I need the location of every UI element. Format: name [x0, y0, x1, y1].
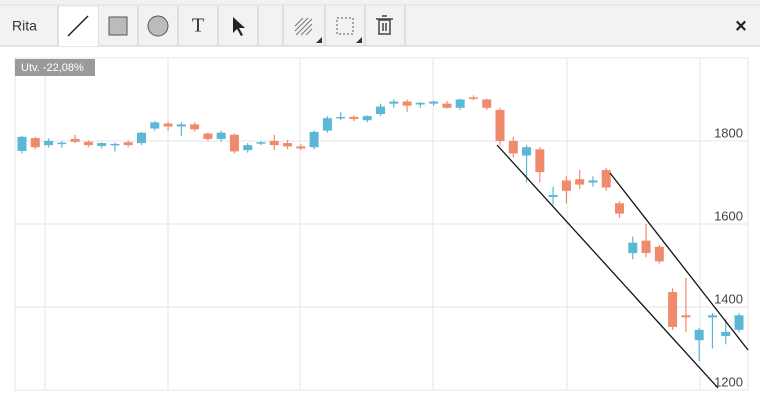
annotation: Utv. -22,08%: [21, 62, 84, 74]
candle-body: [508, 141, 518, 154]
candle-body: [442, 103, 452, 108]
y-tick-label: 1400: [714, 291, 743, 306]
candle-body: [336, 116, 346, 119]
candle-body: [561, 180, 571, 191]
annotation-box: [15, 59, 95, 76]
candle-body: [203, 133, 213, 139]
dropdown-caret: [356, 37, 362, 43]
candle-body: [482, 99, 492, 108]
candle-body: [522, 147, 532, 156]
dropdown-caret: [316, 37, 322, 43]
trend-line: [609, 172, 749, 351]
candle-body: [681, 315, 691, 318]
y-tick-label: 1600: [714, 208, 743, 223]
candle-body: [495, 109, 505, 141]
candle-body: [734, 315, 744, 330]
candle-body: [176, 124, 186, 127]
y-tick-label: 1800: [714, 125, 743, 140]
candle-body: [668, 292, 678, 327]
candle-body: [256, 142, 266, 144]
trend-line: [496, 144, 719, 389]
plot-area: 1200 1400 1600 1800: [14, 57, 749, 391]
candle-body: [615, 203, 624, 214]
candle-body: [535, 149, 545, 173]
candle-body: [376, 106, 385, 115]
candle-body: [57, 142, 67, 145]
candle-body: [70, 138, 80, 142]
candle-body: [402, 101, 412, 106]
candle-body: [468, 97, 478, 99]
candle-body: [455, 99, 465, 108]
candle-body: [548, 194, 558, 198]
candle-body: [654, 246, 664, 262]
candle-body: [429, 101, 439, 104]
candle-body: [137, 132, 146, 144]
candle-body: [641, 240, 651, 254]
candle-body: [601, 170, 611, 188]
rect-tool[interactable]: [108, 16, 128, 36]
candle-body: [707, 315, 717, 318]
candle-body: [322, 118, 332, 131]
candle-body: [309, 131, 319, 148]
candle-body: [97, 143, 107, 146]
candle-body: [269, 141, 279, 146]
candle-body: [44, 141, 54, 146]
candle-body: [150, 122, 160, 129]
candle-body: [415, 102, 425, 105]
candle-body: [30, 138, 40, 148]
candle-body: [283, 143, 293, 147]
candle-body: [362, 116, 372, 121]
candle-body: [163, 123, 173, 127]
candle-body: [190, 124, 200, 130]
candle-body: [721, 331, 731, 337]
circle-tool[interactable]: [147, 15, 169, 37]
close-button[interactable]: ×: [735, 15, 747, 37]
candle-body: [628, 242, 638, 254]
toolbar-separators: [57, 6, 406, 46]
candle-body: [694, 329, 704, 341]
candle-body: [110, 143, 120, 146]
candle-body: [229, 134, 239, 152]
line-tool-icon[interactable]: [67, 15, 89, 37]
y-tick-label: 1200: [714, 374, 743, 389]
candle-body: [575, 179, 585, 185]
candle-body: [83, 141, 93, 146]
pointer-tool[interactable]: [233, 17, 245, 36]
delete-tool[interactable]: [376, 15, 393, 35]
candle-body: [17, 136, 27, 151]
text-tool[interactable]: T: [192, 15, 204, 37]
candle-body: [389, 101, 399, 104]
border-tool[interactable]: [336, 17, 354, 35]
toolbar-label: Rita: [12, 18, 37, 34]
candle-body: [243, 145, 253, 151]
pattern-tool[interactable]: [294, 17, 313, 36]
candle-body: [123, 142, 133, 146]
candle-body: [588, 180, 598, 183]
candle-body: [296, 146, 306, 149]
candle-body: [216, 132, 226, 139]
candle-body: [349, 116, 359, 120]
